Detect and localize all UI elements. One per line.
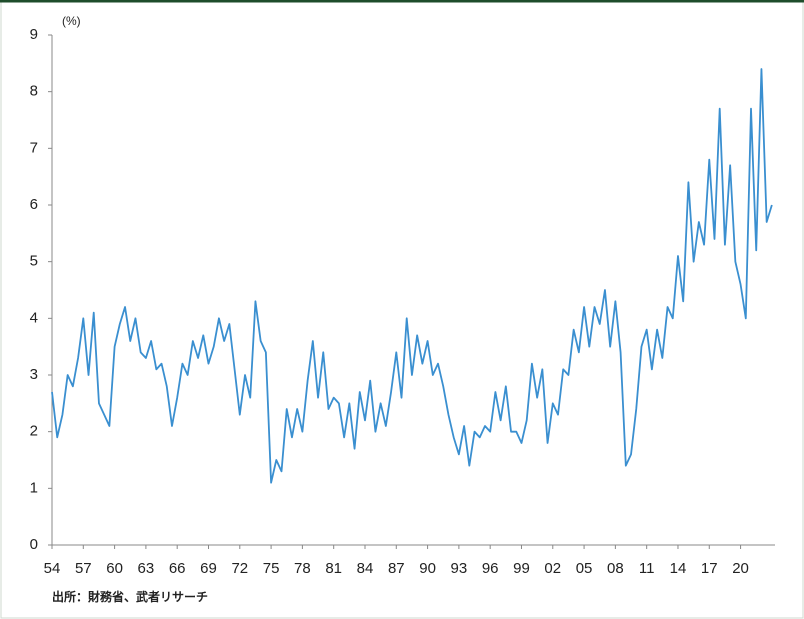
x-tick-label: 66 (169, 560, 186, 577)
x-tick-label: 54 (44, 560, 61, 577)
x-tick-label: 72 (231, 560, 248, 577)
y-tick-label: 5 (30, 253, 38, 270)
x-tick-label: 20 (732, 560, 749, 577)
x-tick-label: 60 (106, 560, 123, 577)
y-tick-label: 8 (30, 83, 38, 100)
y-tick-label: 3 (30, 366, 38, 383)
x-tick-label: 08 (607, 560, 624, 577)
y-tick-label: 6 (30, 196, 38, 213)
y-tick-label: 9 (30, 26, 38, 43)
y-tick-label: 7 (30, 139, 38, 156)
x-tick-label: 02 (544, 560, 561, 577)
y-tick-label: 1 (30, 479, 38, 496)
x-tick-label: 81 (325, 560, 342, 577)
y-tick-label: 2 (30, 423, 38, 440)
x-tick-label: 17 (701, 560, 718, 577)
source-note: 出所：財務省、武者リサーチ (52, 589, 208, 604)
x-tick-label: 99 (513, 560, 530, 577)
x-tick-label: 14 (670, 560, 687, 577)
x-tick-label: 84 (357, 560, 374, 577)
x-tick-label: 93 (451, 560, 468, 577)
x-tick-label: 05 (576, 560, 593, 577)
y-tick-label: 4 (30, 309, 38, 326)
x-tick-label: 69 (200, 560, 217, 577)
x-tick-label: 78 (294, 560, 311, 577)
unit-label: (%) (62, 14, 81, 28)
data-line (51, 68, 773, 484)
x-tick-label: 75 (263, 560, 280, 577)
x-tick-label: 63 (138, 560, 155, 577)
x-tick-label: 96 (482, 560, 499, 577)
x-tick-label: 57 (75, 560, 92, 577)
x-tick-label: 90 (419, 560, 436, 577)
x-tick-label: 11 (639, 560, 655, 577)
y-tick-label: 0 (30, 536, 38, 553)
x-tick-label: 87 (388, 560, 405, 577)
